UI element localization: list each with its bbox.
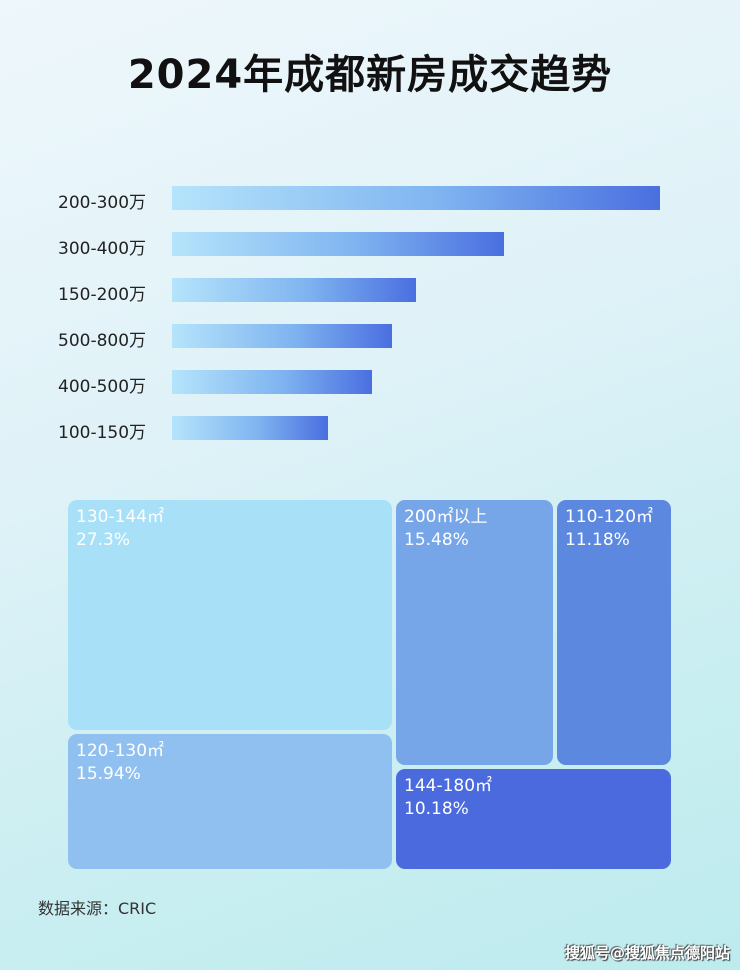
tile-value: 10.18% bbox=[404, 799, 469, 819]
bar-label: 300-400万 bbox=[58, 239, 147, 259]
bar bbox=[172, 370, 373, 394]
tile-label: 144-180㎡ bbox=[404, 776, 493, 796]
tile-label: 200㎡以上 bbox=[404, 507, 488, 527]
tile-value: 15.48% bbox=[404, 530, 469, 550]
bar-label: 500-800万 bbox=[58, 331, 147, 351]
tile-label: 110-120㎡ bbox=[565, 507, 654, 527]
bar bbox=[172, 232, 504, 256]
bar-label: 200-300万 bbox=[58, 193, 147, 213]
treemap-tile: 110-120㎡ 11.18% bbox=[557, 500, 671, 765]
source-note: 数据来源：CRIC bbox=[38, 899, 157, 918]
tile-value: 11.18% bbox=[565, 530, 630, 550]
chart-title: 2024年成都新房成交趋势 bbox=[127, 52, 613, 98]
treemap-tile: 130-144㎡ 27.3% bbox=[68, 500, 392, 730]
bar-label: 100-150万 bbox=[58, 423, 147, 443]
treemap-tile: 200㎡以上 15.48% bbox=[396, 500, 553, 765]
bar bbox=[172, 186, 660, 210]
tile-label: 130-144㎡ bbox=[76, 507, 165, 527]
bar bbox=[172, 416, 329, 440]
bar bbox=[172, 278, 416, 302]
bar bbox=[172, 324, 392, 348]
tile-value: 27.3% bbox=[76, 530, 131, 550]
watermark: 搜狐号@搜狐焦点德阳站 bbox=[564, 944, 730, 962]
treemap-tile: 144-180㎡ 10.18% bbox=[396, 769, 671, 869]
bar-label: 150-200万 bbox=[58, 285, 147, 305]
bar-label: 400-500万 bbox=[58, 377, 147, 397]
tile-value: 15.94% bbox=[76, 764, 141, 784]
tile-label: 120-130㎡ bbox=[76, 741, 165, 761]
treemap-tile: 120-130㎡ 15.94% bbox=[68, 734, 392, 869]
